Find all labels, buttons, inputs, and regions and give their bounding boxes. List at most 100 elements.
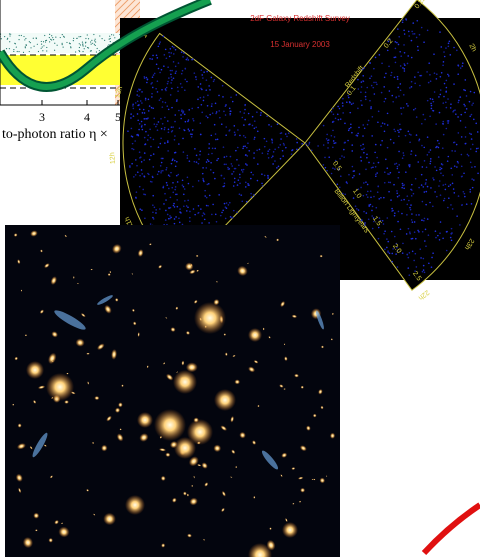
galaxy-point bbox=[131, 148, 133, 150]
survey-date: 15 January 2003 bbox=[270, 40, 330, 49]
galaxy-point bbox=[387, 113, 389, 115]
galaxy-point bbox=[177, 206, 179, 208]
galaxy-point bbox=[419, 138, 421, 140]
dot bbox=[113, 34, 114, 35]
galaxy-point bbox=[139, 123, 141, 125]
galaxy-point bbox=[166, 105, 168, 107]
galaxy-point bbox=[264, 138, 266, 140]
galaxy-point bbox=[152, 211, 154, 213]
galaxy-point bbox=[146, 82, 148, 84]
galaxy-point bbox=[444, 56, 446, 58]
galaxy-point bbox=[369, 62, 371, 64]
galaxy-point bbox=[438, 143, 440, 145]
galaxy-point bbox=[151, 96, 153, 98]
galaxy-point bbox=[405, 171, 407, 173]
galaxy-point bbox=[129, 166, 131, 168]
galaxy-point bbox=[180, 114, 182, 116]
galaxy-point bbox=[234, 134, 236, 136]
galaxy-point bbox=[166, 57, 168, 59]
galaxy-point bbox=[349, 101, 351, 103]
galaxy-point bbox=[231, 173, 233, 175]
galaxy-point bbox=[172, 160, 174, 162]
galaxy-point bbox=[296, 138, 298, 140]
galaxy-point bbox=[363, 182, 365, 184]
galaxy-point bbox=[397, 168, 399, 170]
galaxy-point bbox=[243, 124, 245, 126]
galaxy-point bbox=[174, 160, 176, 162]
galaxy-point bbox=[167, 120, 169, 122]
galaxy-point bbox=[137, 171, 139, 173]
galaxy-point bbox=[353, 175, 355, 177]
dot bbox=[95, 41, 96, 42]
galaxy-point bbox=[447, 122, 449, 124]
galaxy-point bbox=[414, 33, 416, 35]
galaxy-point bbox=[256, 150, 258, 152]
galaxy-point bbox=[430, 160, 432, 162]
galaxy-point bbox=[388, 182, 390, 184]
dot bbox=[88, 47, 89, 48]
dot bbox=[33, 46, 34, 47]
galaxy-point bbox=[439, 180, 441, 182]
galaxy-point bbox=[451, 150, 453, 152]
galaxy-point bbox=[350, 127, 352, 129]
galaxy-point bbox=[225, 105, 227, 107]
galaxy-point bbox=[241, 169, 243, 171]
galaxy-point bbox=[458, 102, 460, 104]
galaxy-point bbox=[197, 107, 199, 109]
galaxy-point bbox=[384, 171, 386, 173]
dot bbox=[41, 41, 42, 42]
galaxy-point bbox=[153, 166, 155, 168]
galaxy-point bbox=[266, 115, 268, 117]
galaxy-point bbox=[463, 191, 465, 193]
galaxy-point bbox=[348, 97, 350, 99]
galaxy-point bbox=[165, 49, 167, 51]
galaxy-point bbox=[427, 218, 429, 220]
galaxy-point bbox=[408, 200, 410, 202]
galaxy-point bbox=[398, 135, 400, 137]
galaxy-point bbox=[182, 138, 184, 140]
galaxy-point bbox=[469, 191, 471, 193]
galaxy-point bbox=[390, 139, 392, 141]
galaxy-point bbox=[197, 86, 199, 88]
galaxy-point bbox=[431, 108, 433, 110]
galaxy-point bbox=[339, 158, 341, 160]
galaxy-point bbox=[163, 186, 165, 188]
galaxy-point bbox=[296, 149, 298, 151]
galaxy-point bbox=[396, 190, 398, 192]
galaxy-point bbox=[395, 48, 397, 50]
galaxy-point bbox=[421, 219, 423, 221]
galaxy-point bbox=[226, 207, 228, 209]
galaxy-point bbox=[454, 109, 456, 111]
galaxy-point bbox=[474, 166, 476, 168]
galaxy-point bbox=[421, 123, 423, 125]
galaxy-point bbox=[239, 182, 241, 184]
dot bbox=[53, 39, 54, 40]
galaxy-point bbox=[215, 133, 217, 135]
galaxy-point bbox=[388, 66, 390, 68]
galaxy-point bbox=[384, 182, 386, 184]
galaxy-point bbox=[176, 175, 178, 177]
galaxy-point bbox=[398, 151, 400, 153]
galaxy-point bbox=[239, 135, 241, 137]
dot bbox=[51, 35, 52, 36]
galaxy-point bbox=[193, 208, 195, 210]
galaxy-point bbox=[207, 159, 209, 161]
galaxy-point bbox=[172, 191, 174, 193]
galaxy-point bbox=[186, 205, 188, 207]
galaxy-point bbox=[166, 182, 168, 184]
galaxy-point bbox=[377, 121, 379, 123]
galaxy-point bbox=[174, 189, 176, 191]
galaxy-point bbox=[434, 72, 436, 74]
galaxy-point bbox=[164, 54, 166, 56]
galaxy-point bbox=[371, 85, 373, 87]
galaxy-point bbox=[366, 157, 368, 159]
galaxy-point bbox=[140, 100, 142, 102]
galaxy-point bbox=[134, 140, 136, 142]
galaxy-point bbox=[451, 239, 453, 241]
galaxy-point bbox=[175, 66, 177, 68]
galaxy-point bbox=[338, 119, 340, 121]
dot bbox=[110, 38, 111, 39]
galaxy-point bbox=[435, 123, 437, 125]
galaxy-point bbox=[402, 183, 404, 185]
galaxy-point bbox=[409, 233, 411, 235]
